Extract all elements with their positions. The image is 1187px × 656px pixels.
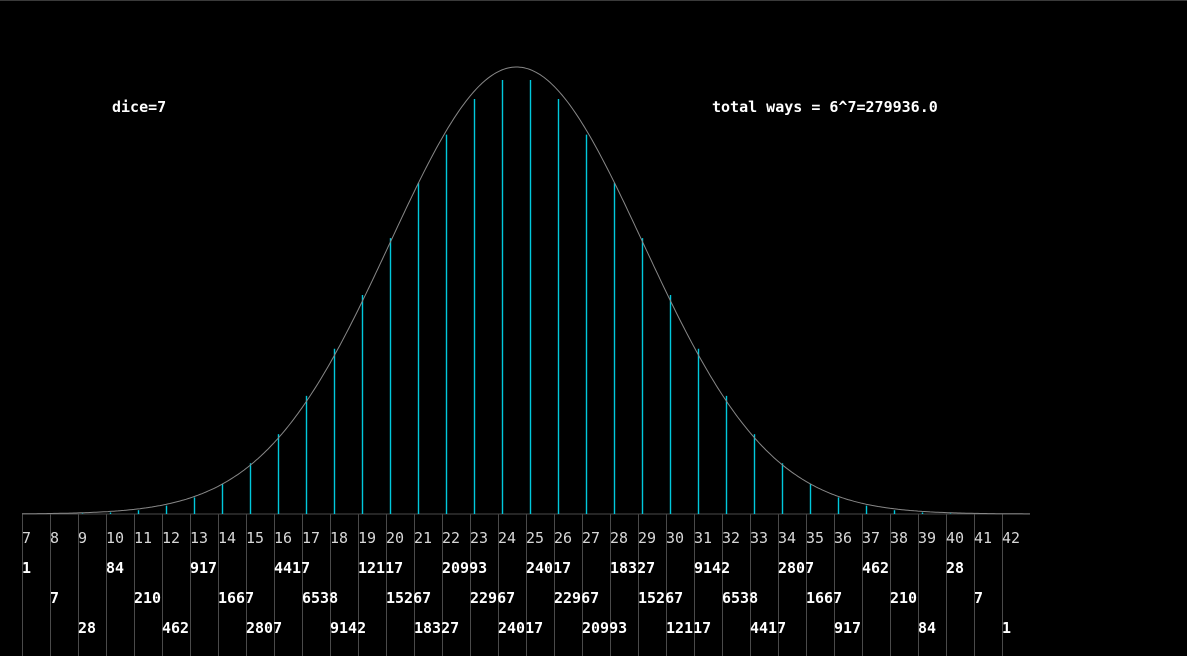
value-label-23: 22967 (470, 589, 515, 607)
tick-label-19: 19 (358, 529, 376, 547)
value-label-28: 18327 (610, 559, 655, 577)
value-label-26: 22967 (554, 589, 599, 607)
tick-label-17: 17 (302, 529, 320, 547)
tick-label-16: 16 (274, 529, 292, 547)
tick-label-40: 40 (946, 529, 964, 547)
tick-label-42: 42 (1002, 529, 1020, 547)
tick-label-22: 22 (442, 529, 460, 547)
tick-label-38: 38 (890, 529, 908, 547)
value-label-10: 84 (106, 559, 124, 577)
tick-label-32: 32 (722, 529, 740, 547)
tick-label-34: 34 (778, 529, 796, 547)
tick-label-35: 35 (806, 529, 824, 547)
value-labels: 1728842104629171667280744176538914212117… (22, 559, 1011, 637)
tick-label-36: 36 (834, 529, 852, 547)
tick-label-41: 41 (974, 529, 992, 547)
tick-label-26: 26 (554, 529, 572, 547)
tick-label-25: 25 (526, 529, 544, 547)
value-label-38: 210 (890, 589, 917, 607)
value-label-34: 2807 (778, 559, 814, 577)
value-label-11: 210 (134, 589, 161, 607)
top-border (0, 0, 1187, 1)
value-label-9: 28 (78, 619, 96, 637)
value-label-42: 1 (1002, 619, 1011, 637)
tick-label-33: 33 (750, 529, 768, 547)
value-label-24: 24017 (498, 619, 543, 637)
tick-label-12: 12 (162, 529, 180, 547)
value-label-33: 4417 (750, 619, 786, 637)
tick-label-20: 20 (386, 529, 404, 547)
value-label-30: 12117 (666, 619, 711, 637)
tick-label-39: 39 (918, 529, 936, 547)
value-label-36: 917 (834, 619, 861, 637)
value-label-15: 2807 (246, 619, 282, 637)
value-label-13: 917 (190, 559, 217, 577)
value-label-8: 7 (50, 589, 59, 607)
tick-label-18: 18 (330, 529, 348, 547)
tick-label-10: 10 (106, 529, 124, 547)
total-ways-label: total ways = 6^7=279936.0 (712, 98, 938, 116)
tick-label-14: 14 (218, 529, 236, 547)
tick-label-23: 23 (470, 529, 488, 547)
value-label-27: 20993 (582, 619, 627, 637)
value-label-21: 18327 (414, 619, 459, 637)
tick-label-28: 28 (610, 529, 628, 547)
tick-label-24: 24 (498, 529, 516, 547)
value-label-41: 7 (974, 589, 983, 607)
tick-label-31: 31 (694, 529, 712, 547)
tick-label-8: 8 (50, 529, 59, 547)
normal-curve (22, 66, 1030, 515)
tick-label-15: 15 (246, 529, 264, 547)
tick-label-11: 11 (134, 529, 152, 547)
tick-label-9: 9 (78, 529, 87, 547)
value-label-18: 9142 (330, 619, 366, 637)
tick-label-29: 29 (638, 529, 656, 547)
tick-label-7: 7 (22, 529, 31, 547)
tick-labels: 7 8 9 10 11 12 13 14 15 16 17 18 19 20 21 22 23 24 25 26 27 2… (22, 529, 1020, 547)
tick-label-27: 27 (582, 529, 600, 547)
value-label-12: 462 (162, 619, 189, 637)
value-label-39: 84 (918, 619, 936, 637)
value-label-29: 15267 (638, 589, 683, 607)
value-label-25: 24017 (526, 559, 571, 577)
value-label-22: 20993 (442, 559, 487, 577)
value-label-17: 6538 (302, 589, 338, 607)
value-label-16: 4417 (274, 559, 310, 577)
tick-label-21: 21 (414, 529, 432, 547)
tick-label-30: 30 (666, 529, 684, 547)
dice-count-label: dice=7 (112, 98, 167, 116)
value-label-19: 12117 (358, 559, 403, 577)
value-label-20: 15267 (386, 589, 431, 607)
value-label-40: 28 (946, 559, 964, 577)
value-label-7: 1 (22, 559, 31, 577)
value-label-35: 1667 (806, 589, 842, 607)
tick-label-37: 37 (862, 529, 880, 547)
grid-layer (22, 513, 1030, 656)
value-label-32: 6538 (722, 589, 758, 607)
value-label-31: 9142 (694, 559, 730, 577)
value-label-14: 1667 (218, 589, 254, 607)
bars-layer (25, 80, 1008, 514)
value-label-37: 462 (862, 559, 889, 577)
tick-label-13: 13 (190, 529, 208, 547)
